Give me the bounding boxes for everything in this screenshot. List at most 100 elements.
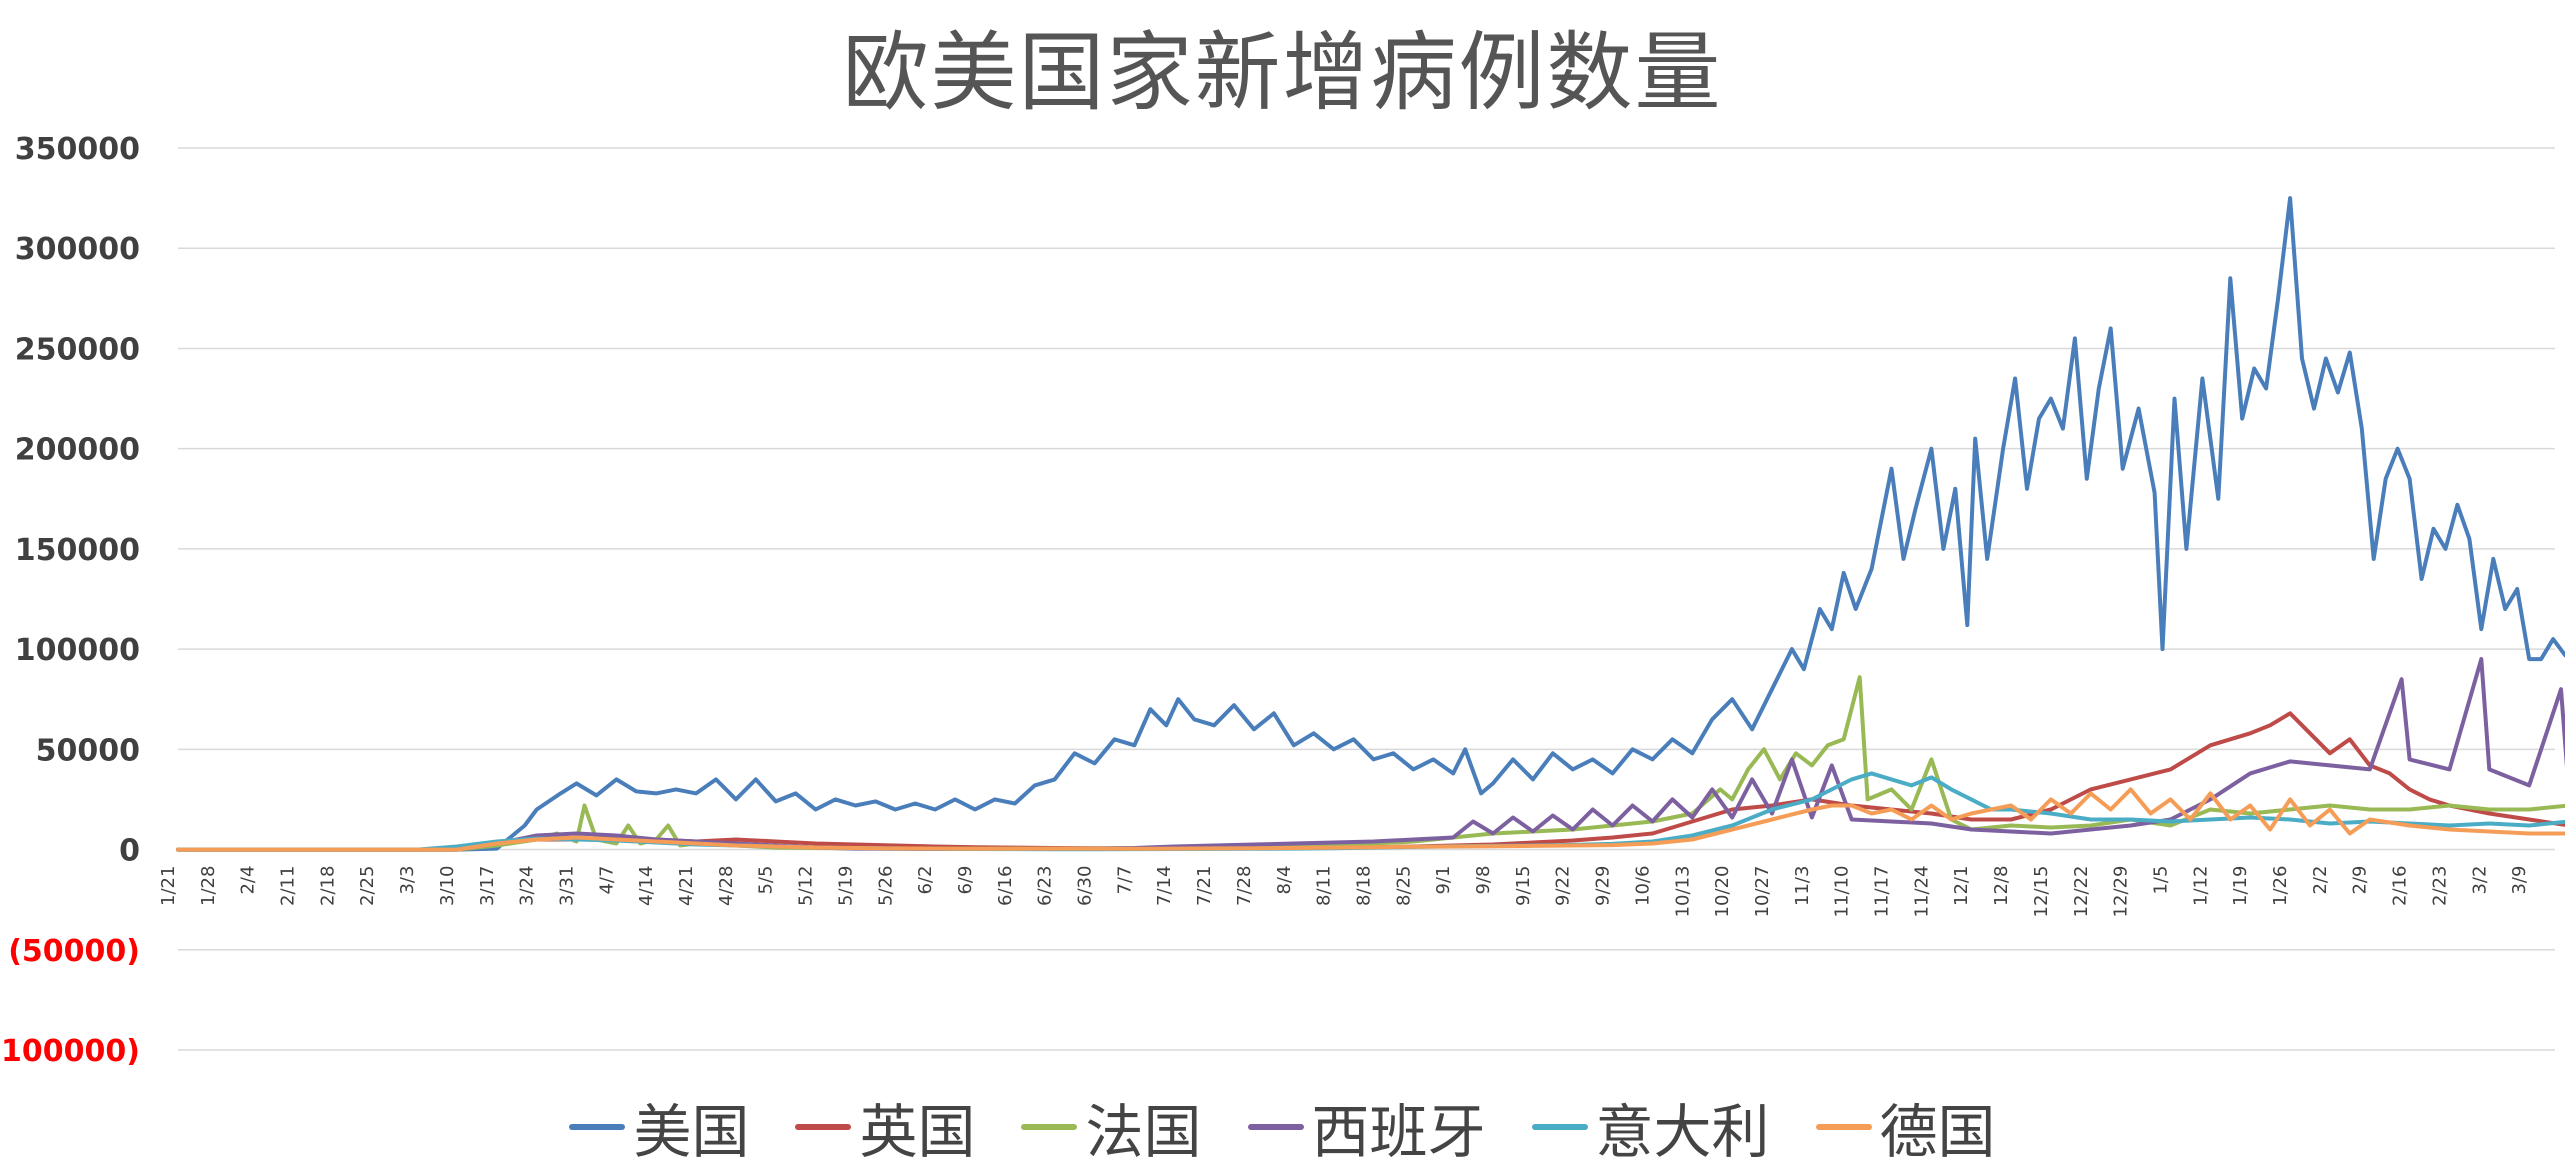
legend-label: 美国 [633,1098,750,1166]
x-tick-label: 6/30 [1075,866,1096,906]
x-tick-label: 12/29 [2111,866,2132,918]
x-tick-label: 3/17 [477,866,498,906]
x-tick-label: 12/8 [1991,866,2012,906]
series-line-1 [176,711,2565,852]
x-tick-label: 3/2 [2469,866,2490,895]
x-tick-label: 11/17 [1872,866,1893,918]
x-tick-label: 10/20 [1712,866,1733,918]
x-tick-label: 8/4 [1274,866,1295,895]
x-tick-label: 9/8 [1473,866,1494,895]
legend-label: 西班牙 [1311,1098,1486,1166]
y-tick-label: (50000) [8,934,140,969]
x-tick-label: 9/29 [1593,866,1614,906]
x-tick-label: 6/9 [955,866,976,895]
y-tick-label: 150000 [15,533,140,568]
x-tick-label: 4/14 [636,866,657,906]
x-tick-label: 9/22 [1553,866,1574,906]
x-tick-label: 4/28 [716,866,737,906]
y-tick-label: 0 [119,834,140,869]
x-tick-label: 1/28 [198,866,219,906]
x-tick-label: 11/3 [1792,866,1813,906]
x-tick-label: 1/26 [2270,866,2291,906]
y-axis: 350000 300000 250000 200000 150000 100000 5000… [0,132,140,1069]
series-line-0 [176,196,2565,852]
y-tick-label: 300000 [15,232,140,267]
series-line-2 [176,675,2565,852]
x-tick-label: 3/31 [557,866,578,906]
x-tick-label: 11/24 [1911,866,1932,918]
series-layer [176,196,2565,852]
legend-swatch [1815,1124,1872,1130]
x-tick-label: 1/12 [2190,866,2211,906]
grid-layer [178,147,2555,1051]
legend-item: 英国 [795,1085,975,1169]
x-tick-label: 7/21 [1194,866,1215,906]
x-tick-label: 1/19 [2230,866,2251,906]
y-tick-label: 250000 [15,332,140,367]
x-tick-label: 12/1 [1951,866,1972,906]
x-tick-label: 4/7 [596,866,617,895]
x-tick-label: 3/10 [437,866,458,906]
y-tick-label: 50000 [36,733,140,768]
x-tick-label: 8/11 [1314,866,1335,906]
x-tick-label: 11/10 [1832,866,1853,918]
x-tick-label: 1/5 [2151,866,2172,895]
legend-swatch [569,1124,626,1130]
x-tick-label: 5/26 [875,866,896,906]
x-tick-label: 7/28 [1234,866,1255,906]
x-tick-label: 7/7 [1114,866,1135,895]
series-line-5 [176,787,2565,852]
y-tick-label: 100000 [15,633,140,668]
x-tick-label: 9/1 [1433,866,1454,895]
x-tick-label: 12/22 [2071,866,2092,918]
legend-swatch [795,1124,852,1130]
legend-label: 意大利 [1595,1098,1770,1166]
legend: 美国 英国 法国 西班牙 意大利 德国 [0,1085,2565,1169]
legend-item: 意大利 [1531,1085,1770,1169]
x-tick-label: 8/18 [1354,866,1375,906]
x-tick-label: 10/13 [1672,866,1693,918]
legend-label: 法国 [1085,1098,1202,1166]
x-tick-label: 2/9 [2350,866,2371,895]
x-tick-label: 8/25 [1393,866,1414,906]
y-tick-label: (100000) [0,1034,140,1069]
x-tick-label: 2/16 [2390,866,2411,906]
x-tick-label: 5/12 [796,866,817,906]
legend-label: 英国 [859,1098,976,1166]
legend-item: 法国 [1021,1085,1202,1169]
x-tick-label: 2/4 [238,866,259,895]
series-line-3 [176,657,2565,852]
legend-item: 美国 [569,1085,749,1169]
x-tick-label: 4/21 [676,866,697,906]
x-tick-label: 10/6 [1632,866,1653,906]
x-tick-label: 7/14 [1154,866,1175,906]
x-tick-label: 10/27 [1752,866,1773,918]
x-tick-label: 1/21 [158,866,179,906]
x-axis: 1/21 1/28 2/4 2/11 2/18 2/25 3/3 3/10 3/17 3/24 3/… [158,866,2530,918]
x-tick-label: 2/23 [2429,866,2450,906]
legend-swatch [1247,1124,1304,1130]
x-tick-label: 12/15 [2031,866,2052,918]
legend-swatch [1021,1124,1078,1130]
x-tick-label: 3/3 [397,866,418,895]
chart-title: 欧美国家新增病例数量 [842,23,1723,123]
x-tick-label: 6/2 [915,866,936,895]
x-tick-label: 3/9 [2509,866,2530,895]
x-tick-label: 2/11 [278,866,299,906]
x-tick-label: 9/15 [1513,866,1534,906]
x-tick-label: 2/2 [2310,866,2331,895]
x-tick-label: 5/19 [835,866,856,906]
legend-item: 德国 [1815,1085,1996,1169]
x-tick-label: 5/5 [756,866,777,895]
legend-swatch [1531,1124,1588,1130]
x-tick-label: 2/25 [357,866,378,906]
legend-label: 德国 [1879,1098,1996,1166]
x-tick-label: 6/23 [1035,866,1056,906]
y-tick-label: 200000 [15,433,140,468]
x-tick-label: 2/18 [317,866,338,906]
x-tick-label: 6/16 [995,866,1016,906]
y-tick-label: 350000 [15,132,140,167]
x-tick-label: 3/24 [517,866,538,906]
legend-item: 西班牙 [1247,1085,1486,1169]
